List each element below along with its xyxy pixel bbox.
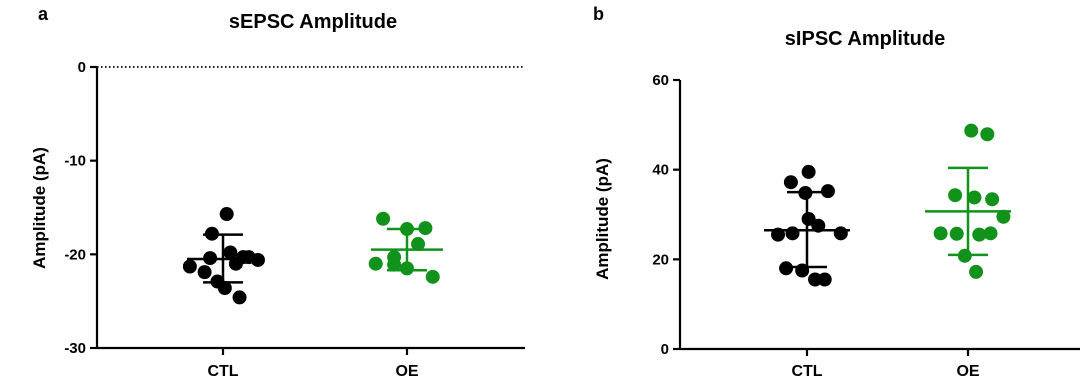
data-point-a-ctl <box>197 265 212 280</box>
x-tick-label-a: OE <box>395 363 418 380</box>
data-point-b-ctl <box>817 272 832 287</box>
data-point-a-oe <box>387 257 402 272</box>
data-point-a-oe <box>411 237 426 252</box>
data-point-b-oe <box>983 226 998 241</box>
data-point-b-oe <box>980 127 995 142</box>
y-tick-label-b: 0 <box>661 341 669 358</box>
data-point-b-oe <box>996 209 1011 224</box>
y-tick-label-a: -20 <box>64 246 86 263</box>
data-point-b-ctl <box>801 164 816 179</box>
data-point-a-oe <box>425 269 440 284</box>
data-point-b-ctl <box>779 261 794 276</box>
data-point-b-ctl <box>783 175 798 190</box>
data-point-b-oe <box>964 123 979 138</box>
data-point-a-ctl <box>219 207 234 222</box>
data-point-a-oe <box>376 211 391 226</box>
y-tick-label-a: 0 <box>78 59 86 76</box>
data-point-b-ctl <box>785 226 800 241</box>
data-point-b-oe <box>967 190 982 205</box>
data-point-b-ctl <box>820 184 835 199</box>
x-tick-label-a: CTL <box>207 363 238 380</box>
data-point-a-ctl <box>232 290 247 305</box>
data-point-a-oe <box>368 256 383 271</box>
data-point-a-ctl <box>182 259 197 274</box>
y-axis-label-b: Amplitude (pA) <box>593 158 612 280</box>
y-axis-label-a: Amplitude (pA) <box>30 147 49 269</box>
data-point-b-oe <box>969 264 984 279</box>
data-point-b-ctl <box>833 226 848 241</box>
chart-title-a: sEPSC Amplitude <box>229 11 397 33</box>
x-tick-label-b: OE <box>956 363 979 380</box>
data-point-a-ctl <box>217 281 232 296</box>
y-tick-label-b: 60 <box>652 72 669 89</box>
y-tick-label-a: -30 <box>64 340 86 357</box>
data-point-a-ctl <box>223 245 238 260</box>
data-point-b-oe <box>948 188 963 203</box>
data-point-b-ctl <box>808 272 823 287</box>
x-tick-label-b: CTL <box>791 363 822 380</box>
panel-label-b: b <box>593 4 604 24</box>
y-tick-label-b: 20 <box>652 251 669 268</box>
y-tick-label-a: -10 <box>64 153 86 170</box>
data-point-b-oe <box>972 227 987 242</box>
panel-label-a: a <box>38 4 49 24</box>
y-tick-label-b: 40 <box>652 162 669 179</box>
data-point-b-oe <box>933 226 948 241</box>
data-point-b-oe <box>949 226 964 241</box>
chart-title-b: sIPSC Amplitude <box>785 28 945 50</box>
data-point-b-oe <box>985 192 1000 207</box>
